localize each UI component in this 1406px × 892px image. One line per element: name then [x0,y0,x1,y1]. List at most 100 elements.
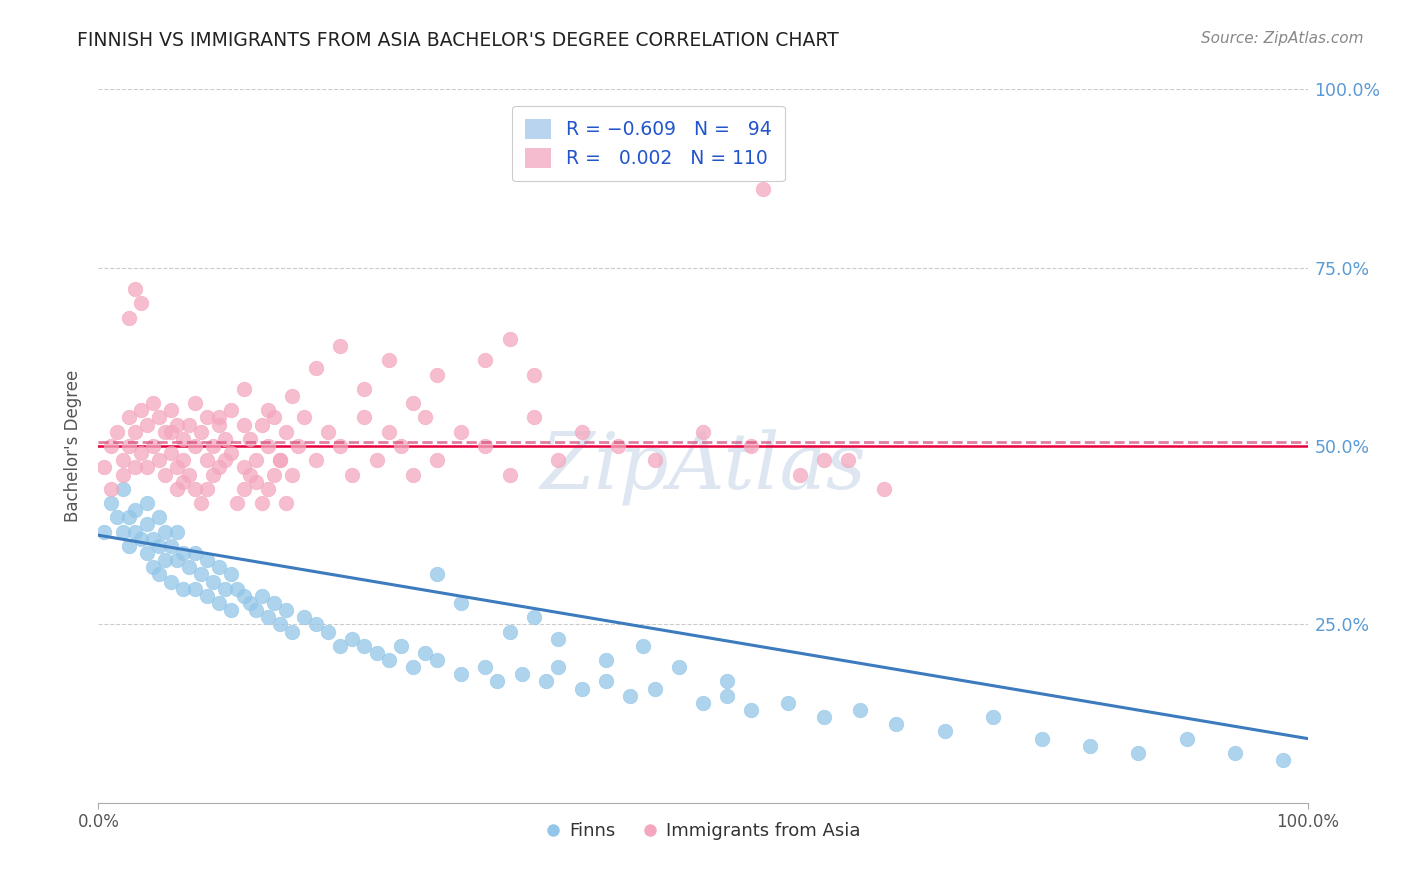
Point [668,660,690,674]
Point [226,582,249,596]
Point [221,446,243,460]
Point [474,353,496,368]
Point [377,425,399,439]
Point [776,696,799,710]
Point [595,674,617,689]
Point [118,510,141,524]
Point [135,460,157,475]
Point [202,574,225,589]
Point [692,425,714,439]
Point [232,460,254,475]
Point [179,417,201,432]
Point [124,524,146,539]
Point [316,425,339,439]
Point [413,646,436,660]
Point [202,467,225,482]
Point [166,417,188,432]
Point [142,396,165,410]
Point [607,439,630,453]
Point [202,439,225,453]
Point [195,482,218,496]
Point [981,710,1004,724]
Point [135,496,157,510]
Text: FINNISH VS IMMIGRANTS FROM ASIA BACHELOR'S DEGREE CORRELATION CHART: FINNISH VS IMMIGRANTS FROM ASIA BACHELOR… [77,31,839,50]
Point [179,560,201,574]
Point [353,382,375,396]
Point [172,582,194,596]
Point [153,553,176,567]
Point [692,696,714,710]
Point [129,532,152,546]
Point [342,467,364,482]
Point [256,439,278,453]
Point [413,410,436,425]
Point [190,425,212,439]
Point [426,453,449,467]
Point [111,467,134,482]
Point [353,410,375,425]
Point [153,425,176,439]
Point [305,360,328,375]
Point [716,689,738,703]
Point [184,482,207,496]
Point [195,453,218,467]
Point [849,703,872,717]
Point [571,681,593,696]
Point [221,567,243,582]
Point [274,603,297,617]
Point [124,425,146,439]
Point [305,617,328,632]
Point [353,639,375,653]
Point [160,403,183,417]
Point [547,632,569,646]
Point [184,439,207,453]
Point [245,603,267,617]
Point [172,432,194,446]
Point [256,403,278,417]
Point [160,574,183,589]
Point [510,667,533,681]
Point [166,460,188,475]
Point [534,674,557,689]
Point [389,439,412,453]
Point [250,417,273,432]
Point [148,510,170,524]
Point [263,467,285,482]
Point [450,667,472,681]
Point [232,382,254,396]
Point [269,453,291,467]
Point [498,467,520,482]
Point [100,482,122,496]
Point [245,453,267,467]
Point [389,639,412,653]
Point [166,482,188,496]
Point [190,496,212,510]
Point [118,539,141,553]
Point [498,332,520,346]
Point [172,475,194,489]
Point [195,410,218,425]
Point [142,560,165,574]
Point [263,596,285,610]
Point [619,689,641,703]
Point [716,674,738,689]
Point [886,717,908,731]
Point [153,467,176,482]
Point [129,296,152,310]
Point [93,524,115,539]
Point [631,639,654,653]
Point [873,482,896,496]
Point [208,596,231,610]
Point [263,410,285,425]
Point [250,589,273,603]
Point [450,425,472,439]
Point [111,453,134,467]
Point [402,467,425,482]
Point [160,446,183,460]
Point [184,546,207,560]
Point [142,532,165,546]
Point [135,517,157,532]
Point [239,596,262,610]
Point [292,410,315,425]
Point [329,439,352,453]
